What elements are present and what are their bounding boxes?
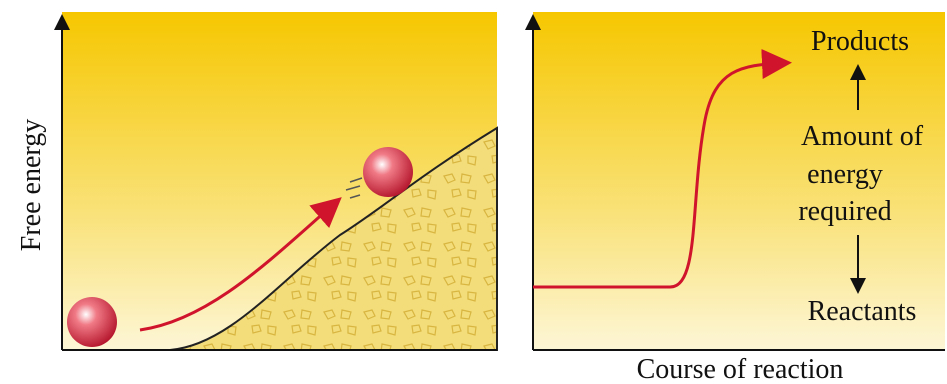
products-label: Products (811, 26, 909, 57)
ball-end (363, 147, 413, 197)
energy-label-line: required (798, 196, 891, 227)
reactants-label: Reactants (808, 296, 917, 327)
figure: Free energy Products Amount of energy re… (0, 0, 947, 384)
y-axis-label: Free energy (16, 119, 47, 251)
x-axis-label: Course of reaction (637, 354, 844, 384)
energy-label-line: Amount of (801, 121, 924, 152)
ball-start (67, 297, 117, 347)
energy-label-line: energy (807, 159, 883, 190)
